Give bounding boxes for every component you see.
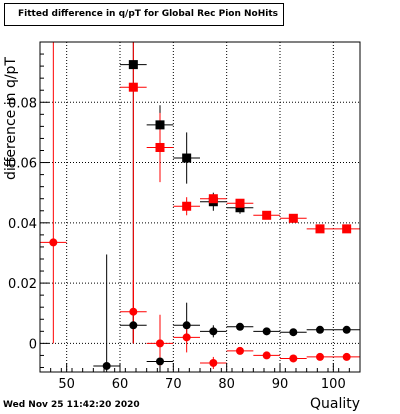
y-tick-label: 0.02 (8, 277, 37, 292)
square-marker (288, 213, 298, 223)
circle-marker (262, 327, 271, 336)
x-tick-label: 90 (272, 377, 289, 392)
x-tick-label: 100 (321, 377, 346, 392)
circle-marker (182, 333, 191, 342)
data-markers (49, 60, 352, 370)
square-marker (128, 60, 138, 70)
plot-frame (39, 41, 361, 373)
circle-marker (289, 354, 298, 363)
x-axis-label: Quality (309, 396, 360, 412)
circle-marker (236, 322, 244, 331)
chart-title-box: Fitted difference in q/pT for Global Rec… (4, 3, 284, 26)
square-marker (342, 224, 352, 234)
circle-marker (49, 238, 58, 247)
circle-marker (129, 307, 138, 316)
y-tick-label: 0.04 (8, 217, 37, 232)
timestamp-footer: Wed Nov 25 11:42:20 2020 (3, 400, 140, 410)
circle-marker (262, 351, 271, 360)
axis-ticks (39, 53, 361, 372)
circle-marker (316, 325, 324, 334)
square-marker (315, 224, 325, 234)
circle-marker (129, 321, 138, 330)
circle-marker (102, 361, 111, 370)
circle-marker (156, 357, 164, 366)
grid-lines (40, 42, 360, 372)
circle-marker (156, 339, 164, 348)
circle-marker (316, 352, 324, 361)
circle-marker (342, 352, 351, 361)
square-marker (262, 210, 272, 220)
circle-marker (182, 321, 191, 330)
square-marker (235, 203, 245, 213)
x-tick-label: 50 (58, 377, 75, 392)
y-tick-label: 0 (29, 337, 37, 352)
square-marker (182, 153, 192, 163)
circle-marker (209, 358, 218, 367)
square-marker (235, 198, 245, 208)
square-marker (182, 201, 192, 211)
circle-marker (342, 325, 351, 334)
square-marker (128, 82, 138, 92)
chart-title: Fitted difference in q/pT for Global Rec… (18, 9, 278, 19)
circle-marker (289, 328, 298, 337)
error-bars (40, 42, 360, 372)
square-marker (155, 142, 165, 152)
square-marker (155, 120, 165, 130)
circle-marker (236, 346, 244, 355)
x-tick-label: 70 (165, 377, 182, 392)
y-axis-label: difference in q/pT (3, 57, 19, 180)
x-tick-label: 80 (218, 377, 235, 392)
x-tick-label: 60 (112, 377, 129, 392)
circle-marker (209, 327, 218, 336)
square-marker (208, 194, 218, 204)
tick-labels: 50 60 70 80 90 100 0 0.02 0.04 0.06 0.08 (8, 96, 346, 392)
y-tick-label: 0.08 (8, 96, 37, 111)
y-tick-label: 0.06 (8, 157, 37, 172)
